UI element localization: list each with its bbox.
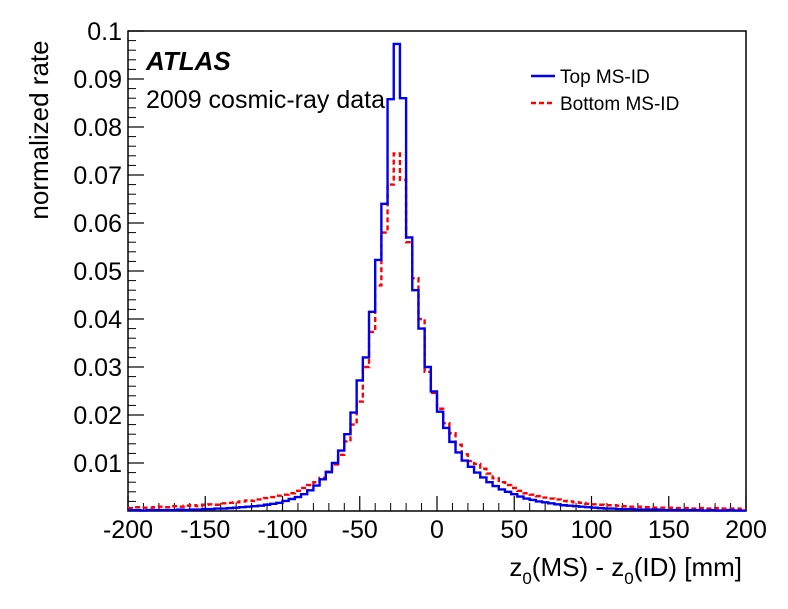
x-tick-label: -150 <box>180 516 230 544</box>
x-tick-label: -200 <box>103 516 153 544</box>
y-tick-label: 0.09 <box>73 66 122 94</box>
x-axis-ticks: -200 -150 -100 -50 0 50 100 150 200 <box>103 496 767 544</box>
x-tick-label: -50 <box>342 516 378 544</box>
x-tick-label: 0 <box>430 516 444 544</box>
y-tick-label: 0.05 <box>73 258 122 286</box>
x-tick-label: 50 <box>500 516 528 544</box>
x-tick-label: 150 <box>648 516 690 544</box>
y-tick-label: 0.03 <box>73 354 122 382</box>
x-axis-title: z0(MS) - z0(ID) [mm] <box>509 552 742 588</box>
x-tick-label: 100 <box>571 516 613 544</box>
series-layer <box>128 42 746 512</box>
legend-label-bottom: Bottom MS-ID <box>560 94 679 115</box>
legend: Top MS-ID Bottom MS-ID <box>531 67 679 115</box>
y-tick-label: 0.06 <box>73 210 122 238</box>
y-tick-label: 0.04 <box>73 306 122 334</box>
atlas-label: ATLAS <box>145 46 231 76</box>
x-tick-label: 200 <box>725 516 767 544</box>
y-axis-ticks: 0.01 0.02 0.03 0.04 0.05 0.06 0.07 0.08 0.09 0.1 <box>73 18 144 502</box>
y-tick-label: 0.1 <box>87 18 122 46</box>
y-axis-title: normalized rate <box>24 40 54 219</box>
y-tick-label: 0.08 <box>73 114 122 142</box>
series-line-bottom-ms-id <box>128 152 746 511</box>
x-tick-label: -100 <box>257 516 307 544</box>
y-tick-label: 0.01 <box>73 450 122 478</box>
chart-subtitle: 2009 cosmic-ray data <box>146 86 385 114</box>
y-tick-label: 0.07 <box>73 162 122 190</box>
y-tick-label: 0.02 <box>73 402 122 430</box>
legend-label-top: Top MS-ID <box>560 67 650 88</box>
series-line-top-ms-id <box>128 42 746 512</box>
